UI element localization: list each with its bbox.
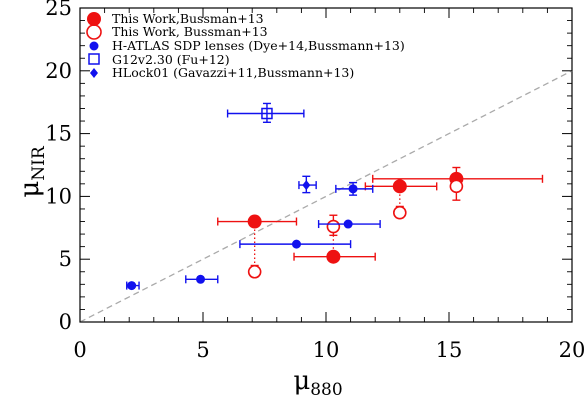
legend-entry-3: G12v2.30 (Fu+12) (88, 52, 230, 67)
x-tick-label: 20 (559, 338, 586, 362)
data-point (364, 179, 438, 194)
data-point (126, 281, 140, 291)
legend-entry-1: This Work, Bussman+13 (86, 24, 268, 40)
point-marker (196, 274, 206, 284)
data-point (185, 274, 219, 284)
data-point (317, 219, 381, 229)
x-tick-label: 5 (196, 338, 209, 362)
y-axis-label-sub: NIR (29, 145, 49, 181)
point-marker (326, 249, 341, 264)
one-to-one-line (79, 70, 573, 323)
data-point (247, 264, 262, 279)
legend-label-0: This Work,Bussman+13 (112, 11, 264, 26)
legend-marker-3 (88, 53, 100, 65)
plot-layer: 0 5 10 15 20 0 5 10 15 20 25 (45, 0, 585, 362)
y-tick-label: 20 (45, 59, 72, 83)
data-point (298, 175, 317, 194)
data-point (392, 205, 407, 220)
point-marker (348, 184, 358, 194)
point-marker (392, 205, 407, 220)
legend-marker-1 (86, 24, 102, 40)
legend-label-4: HLock01 (Gavazzi+11,Bussmann+13) (112, 65, 354, 80)
point-marker (326, 219, 341, 234)
point-marker (449, 179, 464, 194)
y-tick-label: 0 (59, 310, 72, 334)
data-point (449, 173, 464, 201)
point-marker (261, 107, 273, 120)
data-point (335, 181, 374, 196)
data-point (239, 239, 352, 249)
data-point (226, 102, 305, 123)
x-tick-label: 10 (313, 338, 340, 362)
legend-marker-0 (87, 12, 101, 26)
legend-marker-2 (89, 41, 99, 51)
legend-entry-0: This Work,Bussman+13 (87, 11, 264, 26)
y-tick-label: 15 (45, 122, 72, 146)
y-tick-label: 5 (59, 247, 72, 271)
y-axis-label: μNIR (15, 145, 49, 197)
data-point (217, 214, 298, 229)
point-marker (392, 179, 407, 194)
point-marker (247, 264, 262, 279)
point-marker (291, 239, 301, 249)
x-tick-label: 15 (436, 338, 463, 362)
legend-label-2: H-ATLAS SDP lenses (Dye+14,Bussmann+13) (112, 38, 405, 53)
x-axis-label-sub: 880 (310, 380, 342, 398)
point-marker (343, 219, 353, 229)
y-tick-label: 10 (45, 184, 72, 208)
legend-label-3: G12v2.30 (Fu+12) (112, 52, 230, 67)
point-marker (127, 281, 137, 291)
x-tick-label: 0 (73, 338, 86, 362)
legend-entry-2: H-ATLAS SDP lenses (Dye+14,Bussmann+13) (89, 38, 405, 53)
data-point (326, 214, 341, 237)
legend-label-1: This Work, Bussman+13 (112, 24, 268, 39)
y-tick-label: 25 (45, 0, 72, 20)
point-marker (302, 180, 311, 191)
data-point (293, 249, 376, 264)
y-axis-label-main: μ (15, 181, 45, 198)
x-axis-label: μ880 (293, 366, 342, 398)
axis-labels: μ880 μNIR (15, 145, 343, 398)
legend-marker-4 (90, 68, 98, 78)
point-marker (247, 214, 262, 229)
legend-entry-4: HLock01 (Gavazzi+11,Bussmann+13) (90, 65, 354, 80)
legend: This Work,Bussman+13 This Work, Bussman+… (86, 11, 405, 80)
x-axis-label-main: μ (293, 366, 310, 396)
